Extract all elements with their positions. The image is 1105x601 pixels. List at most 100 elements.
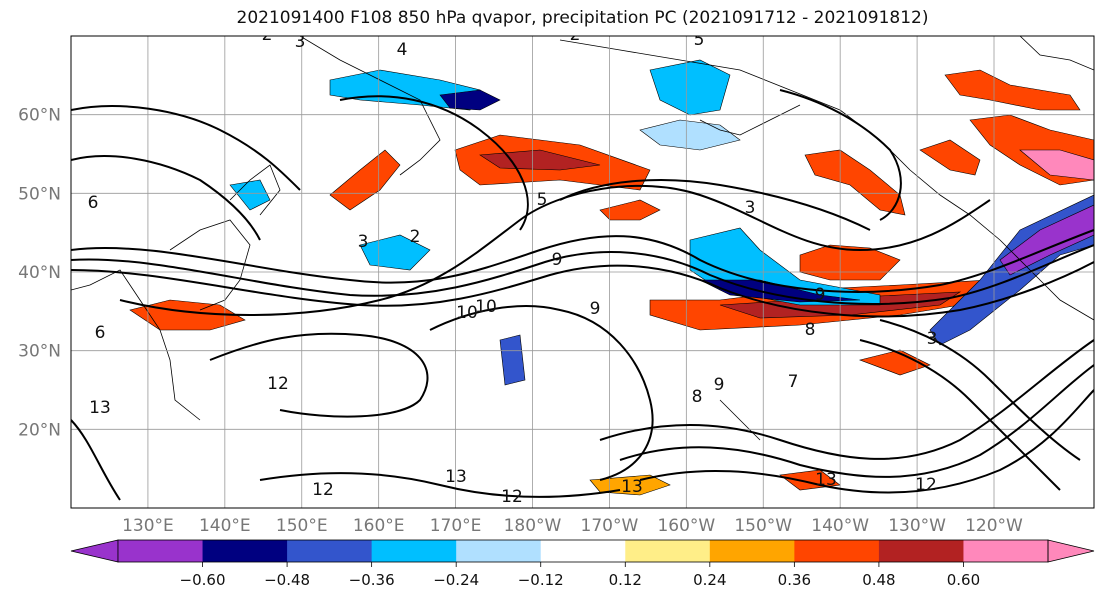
colorbar-segment: [625, 540, 711, 562]
precip-region: [589, 474, 671, 496]
contour-label: 12: [501, 487, 523, 507]
coastline: [699, 104, 801, 136]
colorbar-extend-low: [70, 539, 119, 563]
contour-line: [619, 364, 1094, 478]
coastline: [299, 36, 441, 176]
contour-label: 3: [358, 232, 369, 252]
contour-label: 4: [397, 40, 408, 60]
precip-region: [599, 199, 661, 221]
colorbar-extend-high: [1047, 539, 1095, 563]
precip-region: [858, 349, 931, 376]
contour-line: [71, 229, 1094, 293]
longitude-tick-label: 130°W: [888, 516, 946, 536]
contour-label: 6: [95, 323, 106, 343]
contour-line: [259, 472, 621, 498]
colorbar-segment: [371, 540, 457, 562]
contour-label: 12: [312, 480, 334, 500]
contour-label: 2: [570, 25, 581, 45]
colorbar-segment: [794, 540, 880, 562]
longitude-tick-label: 180°W: [504, 516, 562, 536]
precip-region: [799, 244, 901, 281]
precip-region: [1019, 149, 1094, 181]
colorbar-tick-label: 0.36: [778, 571, 811, 589]
contour-label: 9: [714, 375, 725, 395]
longitude-tick-label: 120°W: [965, 516, 1023, 536]
colorbar-tick-label: 0.24: [693, 571, 726, 589]
contour-label: 5: [694, 30, 705, 50]
contour-line: [71, 261, 1094, 318]
colorbar-tick-label: −0.60: [180, 571, 226, 589]
chart-title: 2021091400 F108 850 hPa qvapor, precipit…: [236, 8, 929, 28]
latitude-tick-label: 60°N: [18, 106, 61, 126]
contour-label: 13: [815, 470, 837, 490]
colorbar-segment: [709, 540, 795, 562]
precip-region: [329, 69, 481, 111]
longitude-tick-label: 140°E: [199, 516, 251, 536]
contour-label: 8: [692, 387, 703, 407]
contour-label: 2: [410, 227, 421, 247]
colorbar-frame: [117, 539, 1049, 563]
latitude-tick-label: 40°N: [18, 263, 61, 283]
contour-label: 9: [815, 285, 826, 305]
precip-region: [359, 234, 431, 271]
longitude-tick-label: 140°W: [811, 516, 869, 536]
contour-line: [639, 389, 1094, 494]
latitude-tick-label: 20°N: [18, 420, 61, 440]
coastline: [1019, 36, 1094, 71]
contour-label: 10: [475, 297, 497, 317]
precip-region: [919, 139, 981, 176]
contour-label: 13: [621, 477, 643, 497]
precip-region: [649, 59, 731, 116]
longitude-tick-label: 160°E: [353, 516, 405, 536]
precip-region: [229, 179, 271, 211]
latitude-tick-label: 30°N: [18, 342, 61, 362]
graticule: [71, 36, 1094, 508]
contour-label: 7: [788, 372, 799, 392]
coastline: [71, 269, 201, 421]
contour-label: 8: [805, 320, 816, 340]
colorbar-segment: [963, 540, 1049, 562]
longitude-tick-label: 150°E: [276, 516, 328, 536]
colorbar-segment: [118, 540, 204, 562]
longitude-tick-label: 170°E: [430, 516, 482, 536]
colorbar-tick-label: 0.60: [947, 571, 980, 589]
contour-line: [859, 339, 1061, 491]
latitude-tick-label: 50°N: [18, 184, 61, 204]
contour-label: 10: [456, 303, 478, 323]
colorbar-segment: [456, 540, 542, 562]
colorbar-segment: [287, 540, 373, 562]
contour-label: 3: [295, 32, 306, 52]
contour-label: 3: [745, 198, 756, 218]
contour-line: [71, 419, 121, 501]
longitude-tick-label: 150°W: [734, 516, 792, 536]
precip-region: [804, 149, 906, 216]
colorbar-tick-label: −0.12: [518, 571, 564, 589]
colorbar: −0.60 −0.48 −0.36 −0.24 −0.12 0.12 0.24 0.36 0.4…: [70, 539, 1095, 589]
qvapor-contours: [71, 89, 1094, 501]
contour-label: 13: [445, 467, 467, 487]
colorbar-tick-label: −0.36: [349, 571, 395, 589]
latitude-labels: 60°N 50°N 40°N 30°N 20°N: [18, 106, 61, 441]
contour-label: 13: [89, 398, 111, 418]
contour-line: [339, 95, 529, 231]
contour-line: [599, 339, 1094, 460]
contour-label: 3: [927, 329, 938, 349]
contour-line: [71, 244, 1094, 305]
colorbar-tick-label: 0.48: [862, 571, 895, 589]
contour-label: 12: [267, 374, 289, 394]
contour-line: [71, 105, 301, 191]
longitude-labels: 130°E 140°E 150°E 160°E 170°E 180°W 170°W 160°W…: [122, 516, 1023, 536]
contour-line: [429, 305, 654, 481]
map-frame: [70, 35, 1095, 509]
contour-label: 9: [590, 299, 601, 319]
contour-line: [71, 155, 261, 241]
precip-region: [329, 149, 401, 211]
colorbar-segment: [878, 540, 964, 562]
contour-line: [119, 184, 991, 316]
longitude-tick-label: 130°E: [122, 516, 174, 536]
precip-region: [499, 334, 526, 386]
precip-region: [439, 89, 501, 111]
contour-line: [559, 179, 871, 231]
contour-label: 12: [915, 475, 937, 495]
